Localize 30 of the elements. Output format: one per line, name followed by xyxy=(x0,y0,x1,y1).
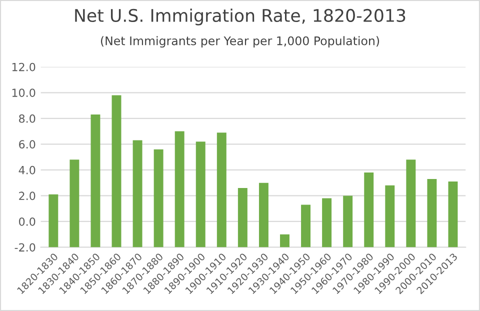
y-tick-label: 12.0 xyxy=(12,62,36,72)
chart-subtitle: (Net Immigrants per Year per 1,000 Population) xyxy=(100,36,380,48)
bar xyxy=(280,234,290,248)
bar xyxy=(90,114,100,248)
chart-title: Net U.S. Immigration Rate, 1820-2013 xyxy=(75,8,406,26)
bar xyxy=(427,178,437,248)
y-tick-label: 10.0 xyxy=(12,88,36,98)
bar xyxy=(174,131,184,248)
bar xyxy=(364,172,374,248)
y-tick-label: -2.0 xyxy=(14,243,36,252)
bar xyxy=(406,160,416,248)
bar xyxy=(238,188,248,248)
y-tick-label: 2.0 xyxy=(19,192,36,200)
bar xyxy=(216,132,226,248)
bar xyxy=(301,204,311,248)
bar xyxy=(258,182,268,248)
y-tick-label: 8.0 xyxy=(19,114,36,123)
bar xyxy=(132,140,142,248)
bar xyxy=(70,160,80,248)
bar xyxy=(196,142,206,248)
bar xyxy=(343,196,353,248)
bar xyxy=(385,185,395,248)
bar xyxy=(48,194,58,248)
y-tick-label: 6.0 xyxy=(19,140,36,149)
y-tick-label: 0.0 xyxy=(19,217,36,226)
bar xyxy=(448,182,458,248)
bar xyxy=(112,95,122,248)
y-tick-label: 4.0 xyxy=(18,166,36,174)
bar xyxy=(322,198,332,248)
bar xyxy=(154,149,164,248)
